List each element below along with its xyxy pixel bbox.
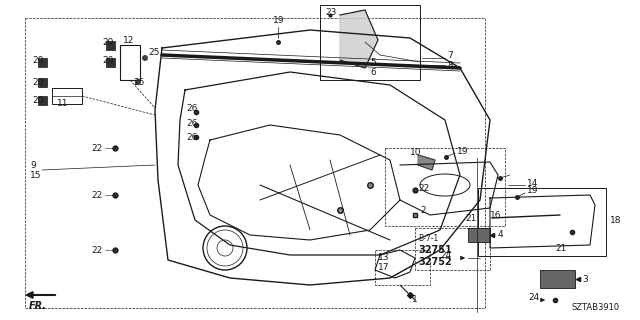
Text: 9: 9 [30, 161, 36, 170]
Text: 24: 24 [441, 251, 452, 260]
Text: 23: 23 [325, 7, 337, 17]
Circle shape [136, 79, 141, 84]
Text: 11: 11 [57, 99, 68, 108]
Bar [375, 250, 430, 285]
Text: 10: 10 [410, 148, 422, 156]
Text: 20: 20 [32, 55, 44, 65]
Text: 20: 20 [32, 77, 44, 86]
Text: FR.: FR. [29, 301, 47, 311]
Bar [106, 58, 115, 67]
Text: 20: 20 [102, 55, 113, 65]
Text: 24: 24 [529, 292, 540, 301]
Text: 25: 25 [148, 47, 159, 57]
Text: 26: 26 [186, 132, 197, 141]
Text: 3: 3 [582, 275, 588, 284]
Text: 1: 1 [412, 295, 418, 305]
Bar [106, 41, 115, 50]
Text: 7: 7 [447, 51, 452, 60]
Text: 6: 6 [370, 68, 376, 76]
Bar [385, 148, 505, 226]
Text: 13: 13 [378, 253, 390, 262]
Polygon shape [418, 155, 435, 170]
Bar [25, 18, 485, 308]
Circle shape [143, 55, 147, 60]
Text: 4: 4 [498, 229, 504, 238]
Bar [415, 228, 490, 270]
Text: 22: 22 [92, 245, 103, 254]
Bar [38, 96, 47, 105]
Text: 21: 21 [465, 213, 476, 222]
Bar [38, 78, 47, 87]
Bar [540, 270, 575, 288]
Text: 17: 17 [378, 263, 390, 273]
Polygon shape [340, 10, 378, 68]
Text: 14: 14 [527, 179, 538, 188]
Text: 22: 22 [92, 143, 103, 153]
Bar [38, 58, 47, 67]
Text: 19: 19 [527, 186, 538, 195]
Bar [320, 5, 420, 80]
Bar [120, 45, 140, 80]
Text: 25: 25 [133, 77, 145, 86]
Bar [478, 188, 606, 256]
Text: 32751: 32751 [418, 245, 452, 255]
Text: 18: 18 [610, 215, 621, 225]
Text: 32752: 32752 [418, 257, 452, 267]
Bar [52, 88, 82, 104]
Text: B-7-1: B-7-1 [418, 234, 438, 243]
Text: 20: 20 [102, 37, 113, 46]
Text: 12: 12 [123, 36, 134, 44]
Bar [468, 228, 490, 242]
Text: 21: 21 [555, 244, 566, 252]
Text: 19: 19 [273, 15, 285, 25]
Text: 26: 26 [186, 118, 197, 127]
Text: 20: 20 [32, 95, 44, 105]
Text: 22: 22 [92, 190, 103, 199]
Text: 5: 5 [370, 58, 376, 67]
Text: 26: 26 [186, 103, 197, 113]
Text: 19: 19 [457, 147, 468, 156]
Text: 22: 22 [418, 183, 429, 193]
Text: 15: 15 [30, 171, 42, 180]
Text: 16: 16 [490, 211, 502, 220]
Text: 2: 2 [420, 205, 426, 214]
Text: 8: 8 [447, 60, 452, 69]
Text: SZTAB3910: SZTAB3910 [572, 303, 620, 312]
